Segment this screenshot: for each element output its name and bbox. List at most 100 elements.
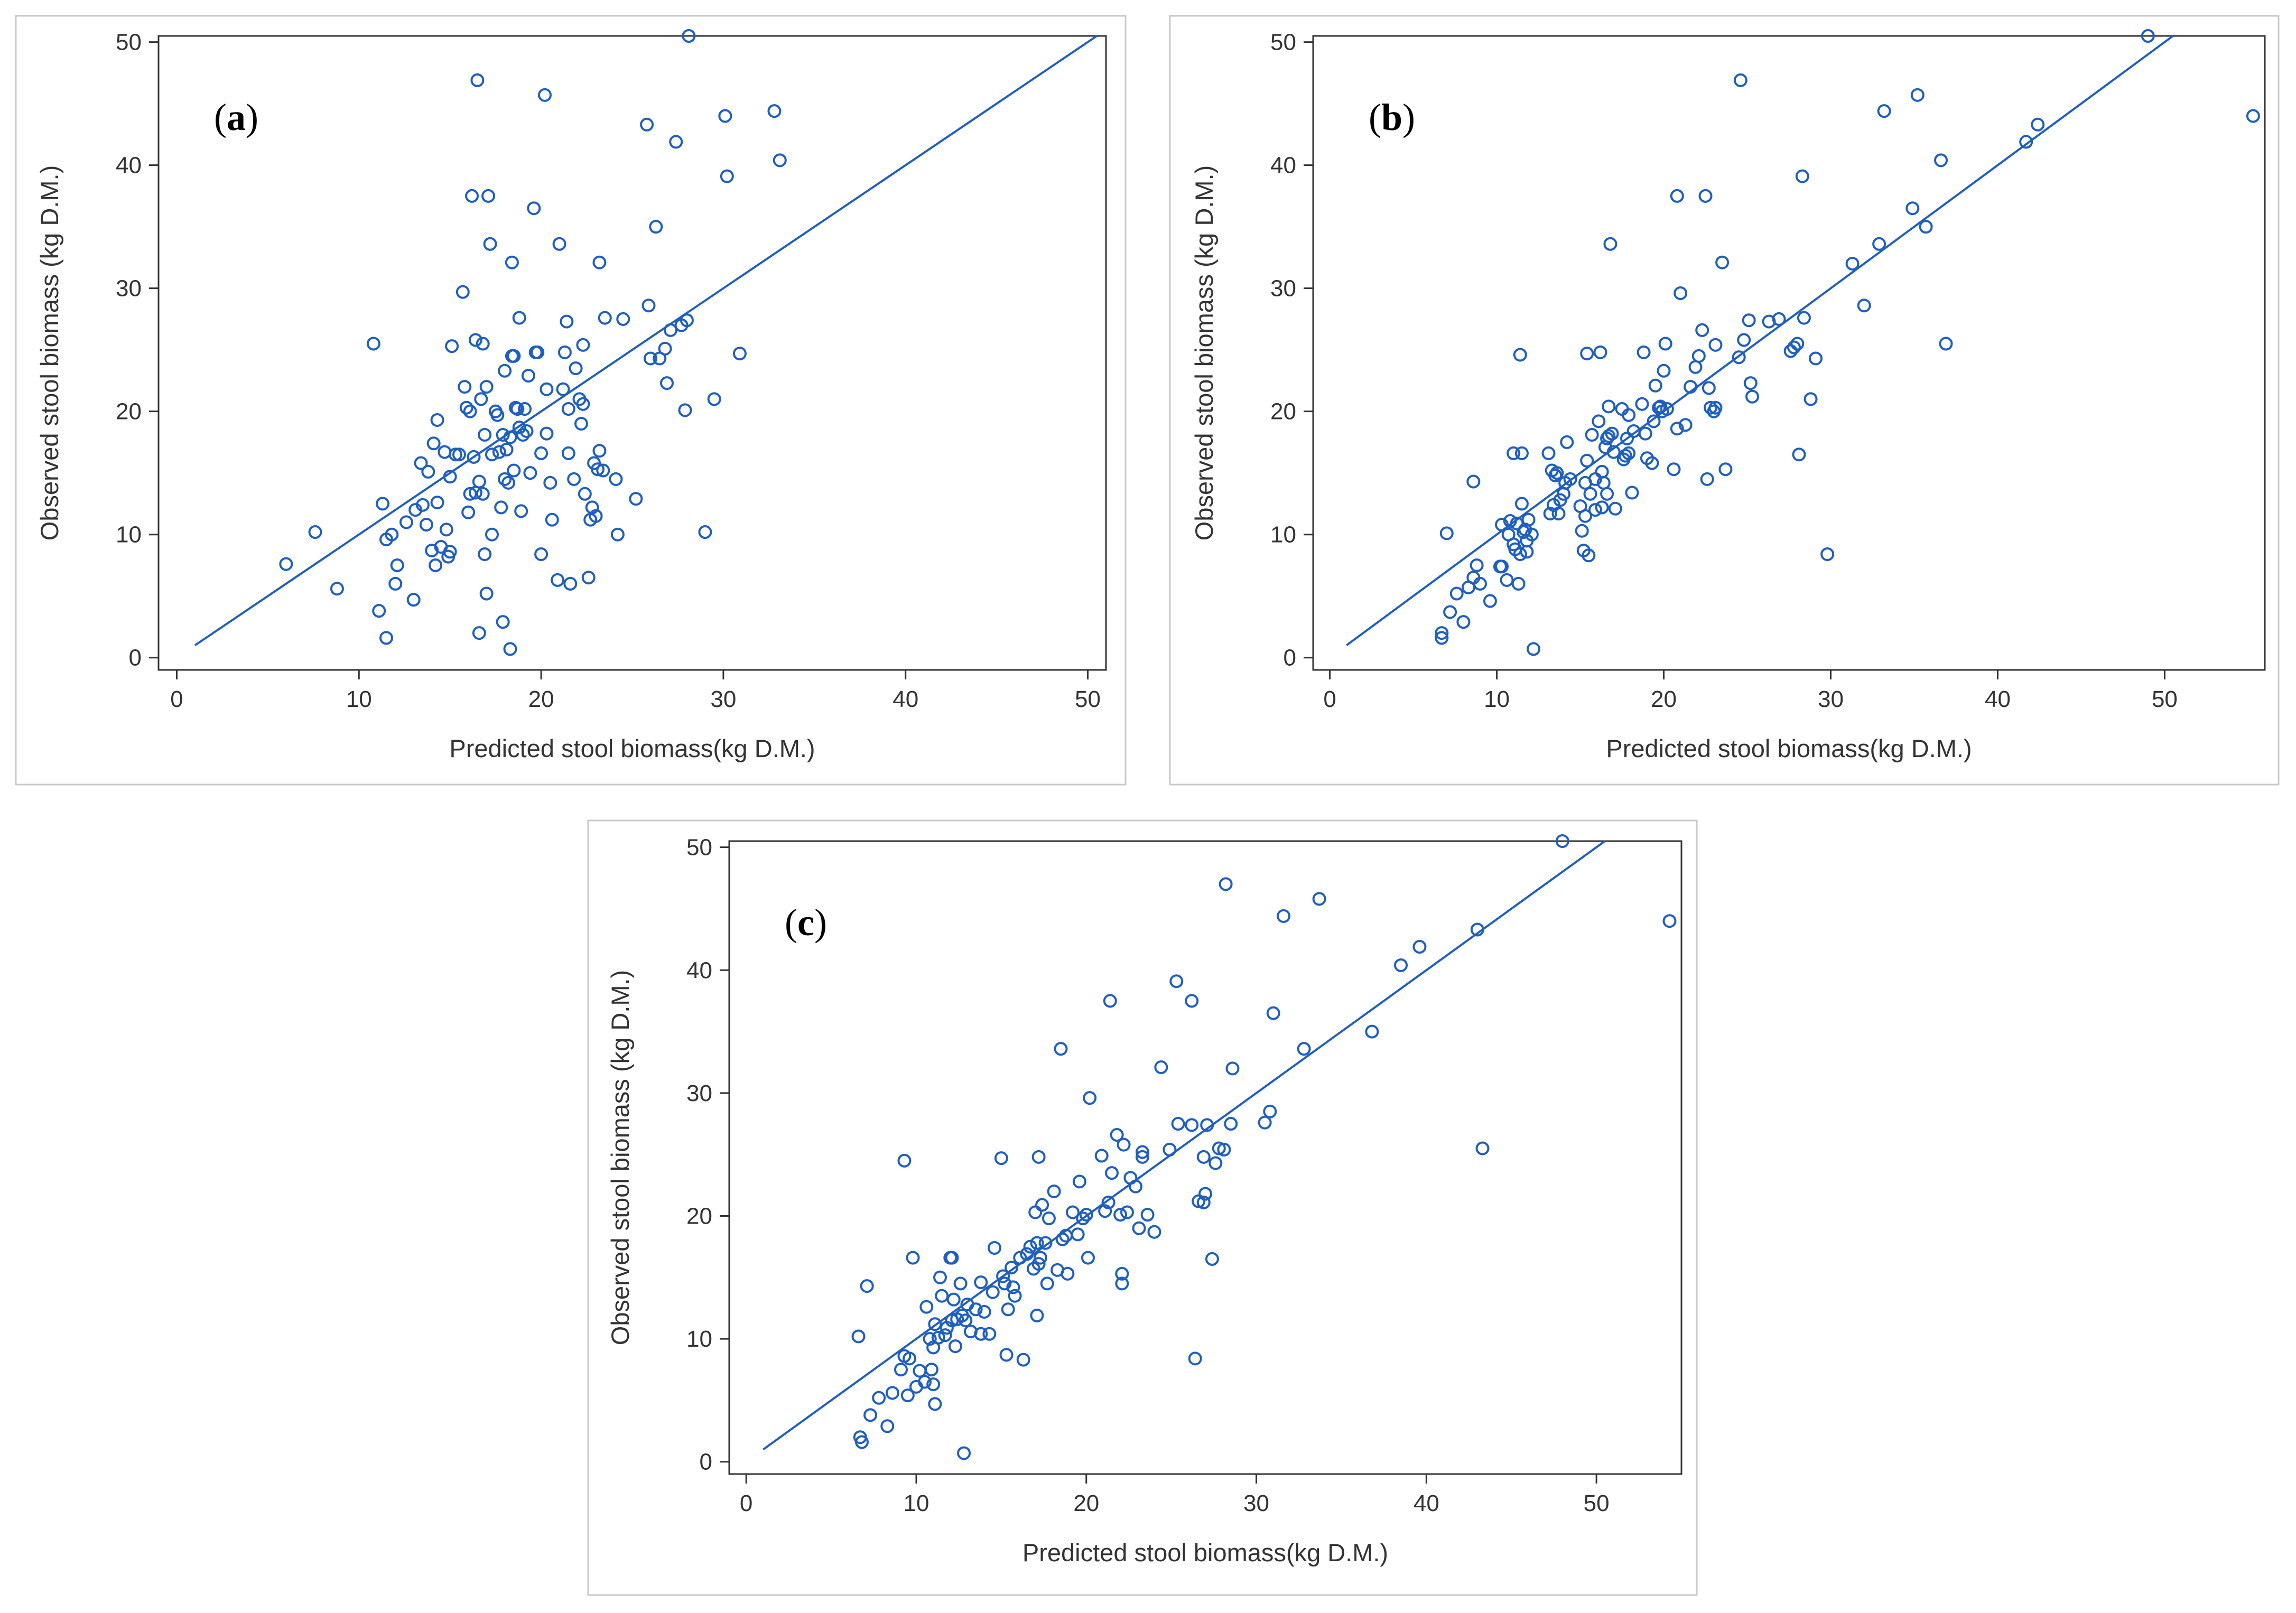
data-point: [900, 1388, 915, 1403]
data-point: [445, 339, 459, 353]
data-point: [476, 337, 490, 351]
panel-frame: [587, 819, 1698, 1596]
data-point: [468, 333, 482, 347]
data-point: [640, 117, 654, 132]
data-point: [576, 338, 590, 352]
data-point: [1120, 1205, 1134, 1219]
data-point: [376, 497, 390, 511]
data-point: [456, 285, 470, 299]
data-point: [1563, 472, 1577, 486]
data-point: [678, 403, 692, 417]
data-point: [388, 576, 403, 591]
data-point: [1603, 237, 1618, 251]
data-point: [472, 474, 486, 489]
data-point: [540, 382, 554, 396]
data-point: [543, 475, 557, 490]
data-point: [1667, 462, 1681, 477]
data-point: [458, 380, 472, 394]
reference-line: [763, 840, 1606, 1451]
x-tick-label: 30: [1818, 686, 1844, 712]
data-point: [592, 255, 607, 269]
data-point: [1934, 153, 1948, 167]
panel-letter: c: [797, 901, 814, 944]
data-point: [1541, 446, 1556, 460]
data-point: [629, 492, 643, 506]
data-point: [872, 1391, 886, 1405]
data-point: [1054, 1042, 1068, 1056]
y-tick-label: 40: [116, 153, 142, 179]
data-point: [507, 349, 521, 363]
data-point: [1006, 1280, 1020, 1294]
data-point: [1217, 1142, 1231, 1157]
data-point: [1582, 548, 1596, 563]
data-point: [854, 1435, 869, 1449]
data-point: [1600, 487, 1614, 501]
data-point: [1495, 560, 1509, 574]
data-point: [1578, 509, 1593, 523]
data-point: [534, 547, 549, 561]
data-point: [698, 525, 712, 539]
data-point: [1602, 399, 1616, 414]
data-point: [1066, 1205, 1080, 1219]
data-point: [1500, 573, 1514, 587]
data-point: [557, 345, 572, 359]
data-point: [660, 376, 674, 390]
data-point: [1593, 345, 1607, 359]
data-point: [1466, 474, 1481, 489]
data-point: [518, 402, 532, 416]
panel-letter: a: [227, 96, 246, 138]
data-point: [1135, 1150, 1149, 1164]
data-point: [1905, 201, 1920, 216]
data-point: [537, 88, 552, 102]
data-point: [581, 571, 596, 585]
data-point: [1101, 1195, 1116, 1209]
data-point: [924, 1363, 938, 1377]
data-point: [545, 512, 559, 527]
data-point: [385, 527, 399, 542]
data-point: [707, 392, 721, 406]
data-point: [1521, 512, 1536, 527]
x-tick-label: 10: [903, 1490, 929, 1516]
data-point: [918, 1375, 932, 1389]
data-point: [642, 299, 656, 313]
data-point: [414, 456, 428, 470]
x-tick-label: 0: [1323, 686, 1336, 712]
data-point: [957, 1446, 971, 1460]
data-point: [931, 1330, 945, 1345]
data-point: [1698, 189, 1713, 203]
data-point: [1715, 255, 1730, 269]
data-point: [1412, 940, 1427, 954]
data-point: [415, 498, 430, 512]
data-point: [1695, 323, 1709, 337]
data-point: [987, 1241, 1001, 1255]
data-point: [1670, 422, 1684, 436]
data-point: [512, 311, 526, 325]
data-point: [1939, 337, 1953, 351]
data-point: [510, 402, 525, 416]
data-point: [1263, 1104, 1277, 1118]
data-point: [1555, 834, 1569, 848]
data-point: [443, 545, 457, 559]
data-point: [2246, 109, 2260, 123]
data-point: [1790, 337, 1805, 351]
data-point: [1602, 429, 1616, 443]
data-point: [1105, 1166, 1119, 1180]
data-point: [999, 1348, 1014, 1362]
data-point: [1219, 877, 1233, 891]
data-point: [1580, 347, 1594, 361]
data-point: [523, 466, 537, 480]
data-point: [490, 408, 505, 422]
y-axis-title: Observed stool biomass (kg D.M.): [35, 165, 63, 540]
data-point: [1845, 257, 1860, 271]
data-point: [1098, 1204, 1112, 1218]
data-point: [1470, 922, 1484, 937]
data-point: [609, 472, 623, 486]
data-point: [1820, 547, 1835, 561]
data-point: [390, 558, 404, 572]
data-point: [1031, 1150, 1046, 1164]
data-point: [1702, 381, 1716, 395]
data-point: [1023, 1239, 1037, 1254]
data-point: [928, 1397, 942, 1411]
data-point: [1625, 486, 1639, 500]
